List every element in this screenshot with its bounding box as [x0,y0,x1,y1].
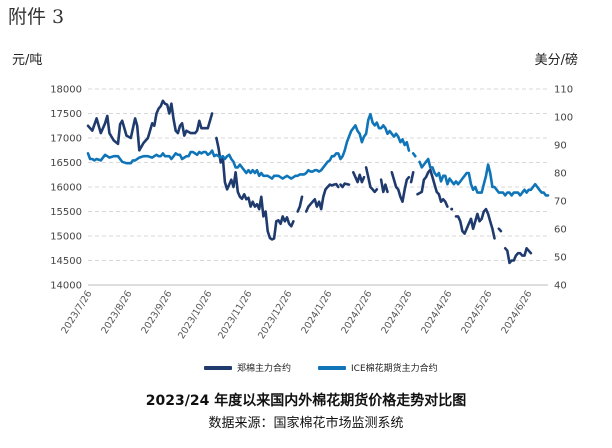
right-axis-ticks: 40 50 60 70 80 90 100 110 [554,85,573,292]
x-tick-label: 2023/8/26 [99,289,134,336]
series-line-0 [409,171,415,184]
right-tick-label: 70 [554,197,567,208]
left-tick-label: 15000 [50,232,82,243]
right-tick-label: 110 [554,85,573,96]
legend-item-ice: ICE棉花期货主力合约 [318,361,438,374]
series-line-0 [86,99,214,152]
right-tick-label: 50 [554,253,567,264]
left-tick-label: 16000 [50,183,82,194]
x-tick-label: 2024/1/26 [299,289,334,336]
series-line-1 [418,157,550,197]
series-line-1 [86,112,411,180]
appendix-label: 附件 3 [8,6,65,28]
series-line-0 [351,171,366,184]
legend-swatch-ice [318,365,346,370]
x-tick-label: 2024/3/26 [379,289,414,336]
series-line-0 [304,182,340,213]
series-line-1 [411,152,417,158]
series-line-0 [454,207,496,240]
right-tick-label: 60 [554,225,567,236]
series-line-0 [339,182,351,189]
x-tick-label: 2023/12/26 [256,289,294,341]
series-line-0 [296,195,304,213]
legend-item-zce: 郑棉主力合约 [204,361,291,374]
right-tick-label: 90 [554,141,567,152]
series-line-0 [390,171,411,203]
series-line-0 [497,227,503,233]
left-tick-label: 17000 [50,134,82,145]
legend-swatch-zce [204,365,232,370]
left-tick-label: 16500 [50,158,82,169]
right-tick-label: 80 [554,169,567,180]
right-axis-unit: 美分/磅 [534,53,578,68]
series-lines [86,99,550,265]
series-line-0 [215,136,295,241]
legend-label-zce: 郑棉主力合约 [237,364,292,374]
gridlines [88,88,548,286]
series-line-0 [379,178,389,194]
series-line-0 [364,166,379,194]
left-axis-ticks: 14000 14500 15000 15500 16000 16500 17000 17500… [50,85,82,292]
x-tick-label: 2024/4/26 [419,289,454,336]
right-tick-label: 40 [554,281,567,292]
chart-source: 数据来源：国家棉花市场监测系统 [208,416,404,431]
left-tick-label: 14000 [50,281,82,292]
series-line-0 [503,247,533,265]
series-point-0 [450,207,454,211]
x-tick-label: 2023/7/26 [59,289,94,336]
left-tick-label: 18000 [50,85,82,96]
legend-label-ice: ICE棉花期货主力合约 [351,364,438,374]
x-tick-label: 2024/6/26 [499,289,534,336]
series-line-0 [416,168,449,208]
x-tick-label: 2023/11/26 [216,289,254,341]
x-tick-label: 2024/2/26 [339,289,374,336]
x-tick-label: 2023/9/26 [139,289,174,336]
x-tick-label: 2023/10/26 [176,289,214,341]
right-tick-label: 100 [554,113,573,124]
left-tick-label: 17500 [50,109,82,120]
x-tick-label: 2024/5/26 [459,289,494,336]
left-tick-label: 14500 [50,256,82,267]
left-tick-label: 15500 [50,207,82,218]
x-axis-ticks: 2023/7/26 2023/8/26 2023/9/26 2023/10/26 202… [59,289,534,341]
left-axis-unit: 元/吨 [12,53,43,68]
chart-title: 2023/24 年度以来国内外棉花期货价格走势对比图 [145,393,467,409]
